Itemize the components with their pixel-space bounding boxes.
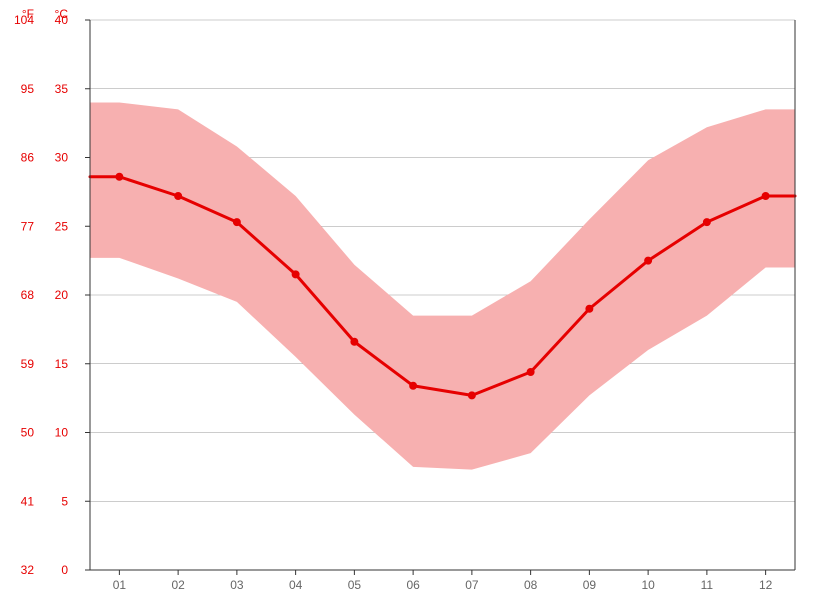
mean-marker — [527, 369, 534, 376]
x-tick-label: 06 — [406, 578, 420, 592]
mean-marker — [703, 219, 710, 226]
x-tick-label: 07 — [465, 578, 479, 592]
mean-marker — [468, 392, 475, 399]
x-tick-label: 10 — [641, 578, 655, 592]
x-tick-label: 04 — [289, 578, 303, 592]
y-unit-c: °C — [55, 7, 69, 21]
x-tick-label: 09 — [583, 578, 597, 592]
y-tick-label-c: 0 — [61, 563, 68, 577]
x-tick-label: 01 — [113, 578, 127, 592]
y-tick-label-f: 95 — [21, 82, 35, 96]
mean-marker — [233, 219, 240, 226]
y-tick-label-c: 30 — [55, 151, 69, 165]
x-tick-label: 02 — [171, 578, 185, 592]
mean-marker — [175, 193, 182, 200]
y-tick-label-f: 59 — [21, 357, 35, 371]
x-tick-label: 08 — [524, 578, 538, 592]
x-tick-label: 03 — [230, 578, 244, 592]
mean-marker — [351, 338, 358, 345]
y-tick-label-c: 15 — [55, 357, 69, 371]
mean-marker — [645, 257, 652, 264]
y-tick-label-c: 5 — [61, 494, 68, 508]
y-tick-label-c: 35 — [55, 82, 69, 96]
chart-svg: 01 02 03 04 05 06 07 08 09 10 11 12 0 32 5 41 10 50 15 59 20… — [0, 0, 815, 611]
temperature-chart: 01 02 03 04 05 06 07 08 09 10 11 12 0 32 5 41 10 50 15 59 20… — [0, 0, 815, 611]
mean-marker — [292, 271, 299, 278]
y-tick-label-f: 86 — [21, 151, 35, 165]
y-tick-label-c: 10 — [55, 426, 69, 440]
x-tick-label: 12 — [759, 578, 773, 592]
y-tick-label-f: 50 — [21, 426, 35, 440]
x-tick-label: 05 — [348, 578, 362, 592]
y-unit-f: °F — [22, 7, 34, 21]
y-tick-label-c: 20 — [55, 288, 69, 302]
y-tick-label-c: 25 — [55, 219, 69, 233]
y-tick-label-f: 32 — [21, 563, 35, 577]
y-tick-label-f: 68 — [21, 288, 35, 302]
mean-marker — [586, 305, 593, 312]
y-tick-label-f: 41 — [21, 494, 35, 508]
mean-marker — [410, 382, 417, 389]
mean-marker — [762, 193, 769, 200]
mean-marker — [116, 173, 123, 180]
x-tick-label: 11 — [701, 578, 714, 592]
y-tick-label-f: 77 — [21, 219, 35, 233]
